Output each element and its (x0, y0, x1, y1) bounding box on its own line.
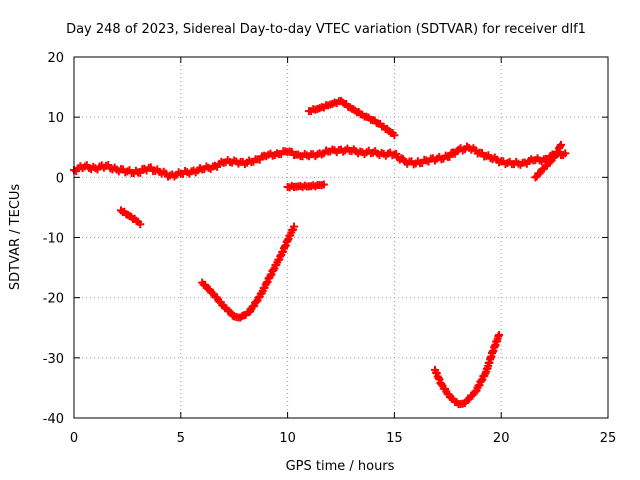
x-axis-title: GPS time / hours (286, 459, 395, 474)
series-short-segment (283, 180, 328, 192)
x-tick-label: 0 (70, 431, 78, 446)
series-upper-arc (304, 96, 399, 140)
chart-title: Day 248 of 2023, Sidereal Day-to-day VTE… (66, 22, 586, 37)
x-tick-label: 10 (279, 431, 296, 446)
y-tick-label: -30 (43, 352, 64, 367)
y-tick-label: -40 (43, 412, 64, 427)
axis-ticks: 0 5 10 15 20 25 -40 -30 -20 -10 0 10 20 (43, 51, 617, 446)
y-axis-title: SDTVAR / TECUs (8, 184, 23, 291)
y-tick-label: 20 (47, 51, 64, 66)
series-rising-segment (531, 140, 566, 182)
series-first-v-curve (198, 222, 299, 322)
y-tick-label: 0 (56, 171, 64, 186)
data-points (70, 96, 570, 409)
x-tick-label: 15 (386, 431, 403, 446)
y-tick-label: -10 (43, 232, 64, 247)
series-small-dip (116, 206, 145, 229)
grid (74, 57, 608, 418)
series-main-band (70, 142, 570, 181)
x-tick-label: 5 (177, 431, 185, 446)
series-second-v-curve (430, 330, 504, 409)
y-tick-label: 10 (47, 111, 64, 126)
y-tick-label: -20 (43, 292, 64, 307)
x-tick-label: 25 (600, 431, 617, 446)
x-tick-label: 20 (493, 431, 510, 446)
